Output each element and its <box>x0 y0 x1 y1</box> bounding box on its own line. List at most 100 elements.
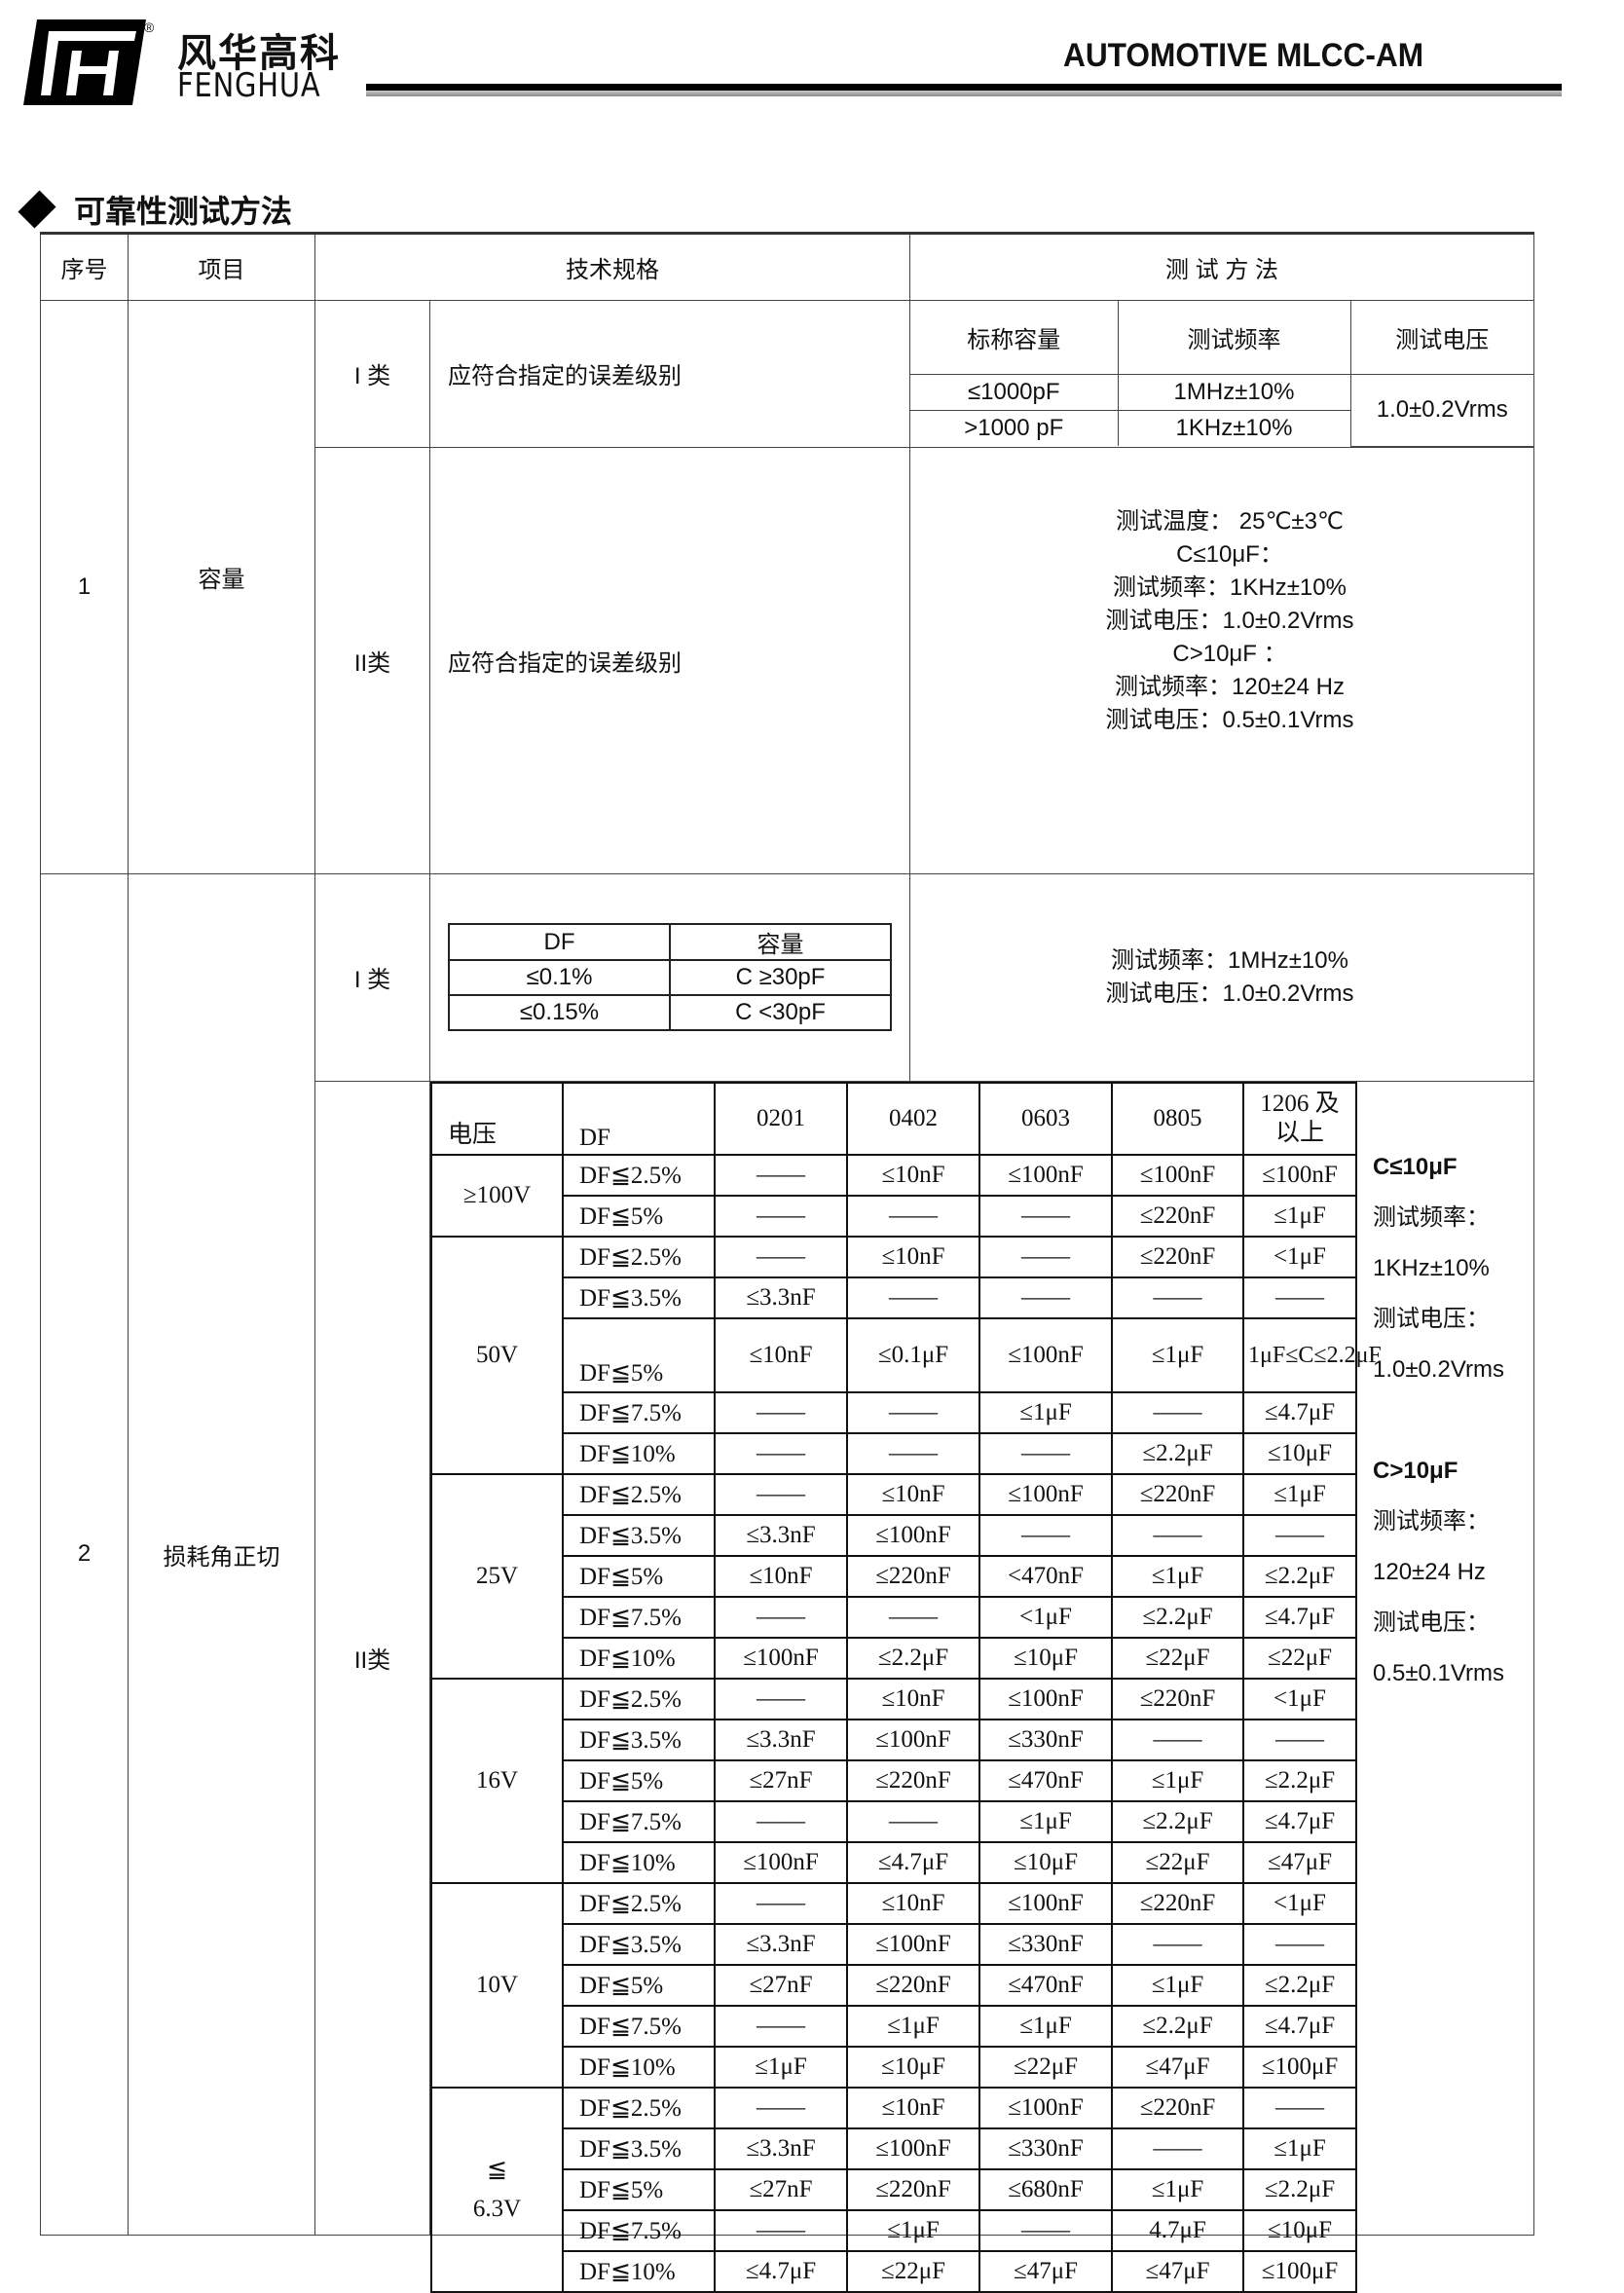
df-condition: DF≦3.5% <box>562 1513 716 1557</box>
header-voltage: 电压 <box>430 1081 564 1156</box>
capacitance-cell: ≤100nF <box>846 1718 980 1761</box>
capacitance-cell: ≤3.3nF <box>714 1718 848 1761</box>
capacitance-cell: ≤220nF <box>1111 1194 1244 1238</box>
capacitance-cell: ≤4.7μF <box>1242 2004 1357 2048</box>
capacitance-cell: ≤10nF <box>714 1316 848 1393</box>
capacitance-cell: ≤470nF <box>978 1963 1113 2007</box>
reliability-test-table: 序号 项目 技术规格 测 试 方 法 1 容量 I 类 应符合指定的误差级别 标… <box>40 232 1534 2293</box>
header-method: 测 试 方 法 <box>909 233 1534 301</box>
df-condition: DF≦2.5% <box>562 1677 716 1720</box>
method-line: C>10μF <box>1373 1457 1458 1484</box>
capacitance-cell: —— <box>978 1235 1113 1278</box>
method-subtable: 标称容量 测试频率 测试电压 ≤1000pF 1MHz±10% 1.0±0.2V… <box>910 301 1533 447</box>
capacitance-cell: ≤220nF <box>1111 1881 1244 1925</box>
df-class2-table: 电压 DF 0201 0402 0603 0805 1206 及 以上 ≥100V DF≦2.5… <box>430 1081 1382 2293</box>
capacitance-cell: ≤1μF <box>846 2208 980 2252</box>
df-condition: DF≦10% <box>562 1431 716 1475</box>
capacitance-cell: ≤3.3nF <box>714 2127 848 2170</box>
df-row: 16V DF≦2.5% —— ≤10nF ≤100nF ≤220nF <1μF <box>430 1677 1357 1884</box>
method-line: 测试电压：0.5±0.1Vrms <box>1105 707 1354 733</box>
method-line <box>1373 1395 1533 1446</box>
df-condition: DF≦10% <box>562 2249 716 2293</box>
header-spec: 技术规格 <box>314 233 910 301</box>
df-condition: DF≦3.5% <box>562 1718 716 1761</box>
df-cell: C ≥30pF <box>669 959 892 996</box>
capacitance-cell: —— <box>1111 1276 1244 1319</box>
voltage-cell: 16V <box>430 1677 564 1884</box>
subheader: 测试频率 <box>1117 301 1351 375</box>
fenghua-logo <box>23 19 146 105</box>
df-condition: DF≦5% <box>562 1554 716 1598</box>
capacitance-cell: ≤4.7μF <box>714 2249 848 2293</box>
capacitance-cell: ≤10μF <box>1242 1431 1357 1475</box>
voltage-cell: 25V <box>430 1472 564 1680</box>
df-row: DF≦5% ≤27nF ≤220nF ≤470nF ≤1μF ≤2.2μF <box>431 1758 1357 1802</box>
capacitance-cell: ≤2.2μF <box>1111 1799 1244 1843</box>
row-no: 2 <box>40 872 129 2236</box>
capacitance-cell: ≤330nF <box>978 2127 1113 2170</box>
capacitance-cell: —— <box>1111 1718 1244 1761</box>
capacitance-cell: ≤27nF <box>714 1758 848 1802</box>
header-df: DF <box>562 1081 716 1156</box>
row-item: 损耗角正切 <box>128 872 315 2236</box>
capacitance-cell: —— <box>978 1194 1113 1238</box>
capacitance-cell: ≤1μF <box>978 1799 1113 1843</box>
capacitance-cell: ≤10nF <box>714 1554 848 1598</box>
df-class2-cell: 电压 DF 0201 0402 0603 0805 1206 及 以上 ≥100V DF≦2.5… <box>429 1080 1534 2293</box>
table-row: 1 容量 I 类 应符合指定的误差级别 标称容量 测试频率 测试电压 ≤1000… <box>40 300 1534 874</box>
capacitance-cell: ≤100nF <box>978 2086 1113 2129</box>
capacitance-cell: —— <box>1111 2127 1244 2170</box>
subheader: 标称容量 <box>910 301 1119 375</box>
method-line: 测试电压： <box>1373 1305 1490 1332</box>
capacitance-cell: ≤1μF <box>1242 2127 1357 2170</box>
header-size: 1206 及 以上 <box>1242 1081 1357 1156</box>
capacitance-cell: —— <box>846 1276 980 1319</box>
capacitance-cell: —— <box>978 1276 1113 1319</box>
section-heading: 可靠性测试方法 <box>18 187 292 232</box>
df-row: DF≦3.5% ≤3.3nF ≤100nF ≤330nF —— —— <box>431 1922 1357 1966</box>
capacitance-cell: ≤10μF <box>846 2045 980 2089</box>
subcell-voltage: 1.0±0.2Vrms <box>1349 373 1533 447</box>
df-header: DF <box>448 923 671 961</box>
capacitance-cell: ≤10nF <box>846 1881 980 1925</box>
capacitance-cell: ≤100nF <box>978 1316 1113 1393</box>
method-line: 0.5±0.1Vrms <box>1373 1659 1504 1686</box>
df-cell: C <30pF <box>669 994 892 1031</box>
capacitance-cell: <1μF <box>1242 1881 1357 1925</box>
capacitance-cell: ≤2.2μF <box>1242 1554 1357 1598</box>
header-size: 0603 <box>978 1081 1113 1156</box>
capacitance-cell: ≤1μF <box>714 2045 848 2089</box>
df-header: 容量 <box>669 923 892 961</box>
df-condition: DF≦7.5% <box>562 1799 716 1843</box>
diamond-bullet-icon <box>18 190 56 229</box>
capacitance-cell: —— <box>846 1431 980 1475</box>
capacitance-cell: ≤100nF <box>978 1881 1113 1925</box>
header-size: 0201 <box>714 1081 848 1156</box>
df-row: DF≦10% ≤1μF ≤10μF ≤22μF ≤47μF ≤100μF <box>431 2045 1357 2089</box>
voltage-cell: ≥100V <box>430 1153 564 1238</box>
capacitance-cell: ≤10nF <box>846 1153 980 1197</box>
capacitance-cell: ≤22μF <box>978 2045 1113 2089</box>
capacitance-cell: ≤680nF <box>978 2167 1113 2211</box>
method-text: 测试频率：1MHz±10% 测试电压：1.0±0.2Vrms <box>909 872 1534 1082</box>
capacitance-cell: —— <box>714 1235 848 1278</box>
capacitance-cell: —— <box>714 1677 848 1720</box>
class-label: I 类 <box>314 300 430 448</box>
capacitance-cell: ≤1μF <box>1242 1472 1357 1516</box>
class-label: II类 <box>314 1080 430 2236</box>
capacitance-cell: ≤10nF <box>846 1677 980 1720</box>
capacitance-cell: —— <box>714 1390 848 1434</box>
capacitance-cell: ≤1μF <box>978 2004 1113 2048</box>
capacitance-cell: ≤47μF <box>1111 2045 1244 2089</box>
method-line: C≤10μF <box>1373 1153 1458 1180</box>
spec-text: 应符合指定的误差级别 <box>429 300 910 448</box>
capacitance-cell: 1μF≤C≤2.2μF <box>1242 1316 1382 1393</box>
df-cell: ≤0.1% <box>448 959 671 996</box>
capacitance-cell: ≤0.1μF <box>846 1316 980 1393</box>
capacitance-cell: ≤22μF <box>846 2249 980 2293</box>
capacitance-cell: ≤330nF <box>978 1922 1113 1966</box>
capacitance-cell: ≤100nF <box>846 2127 980 2170</box>
capacitance-cell: —— <box>1242 1718 1357 1761</box>
capacitance-cell: —— <box>1242 2086 1357 2129</box>
capacitance-cell: —— <box>1242 1922 1357 1966</box>
